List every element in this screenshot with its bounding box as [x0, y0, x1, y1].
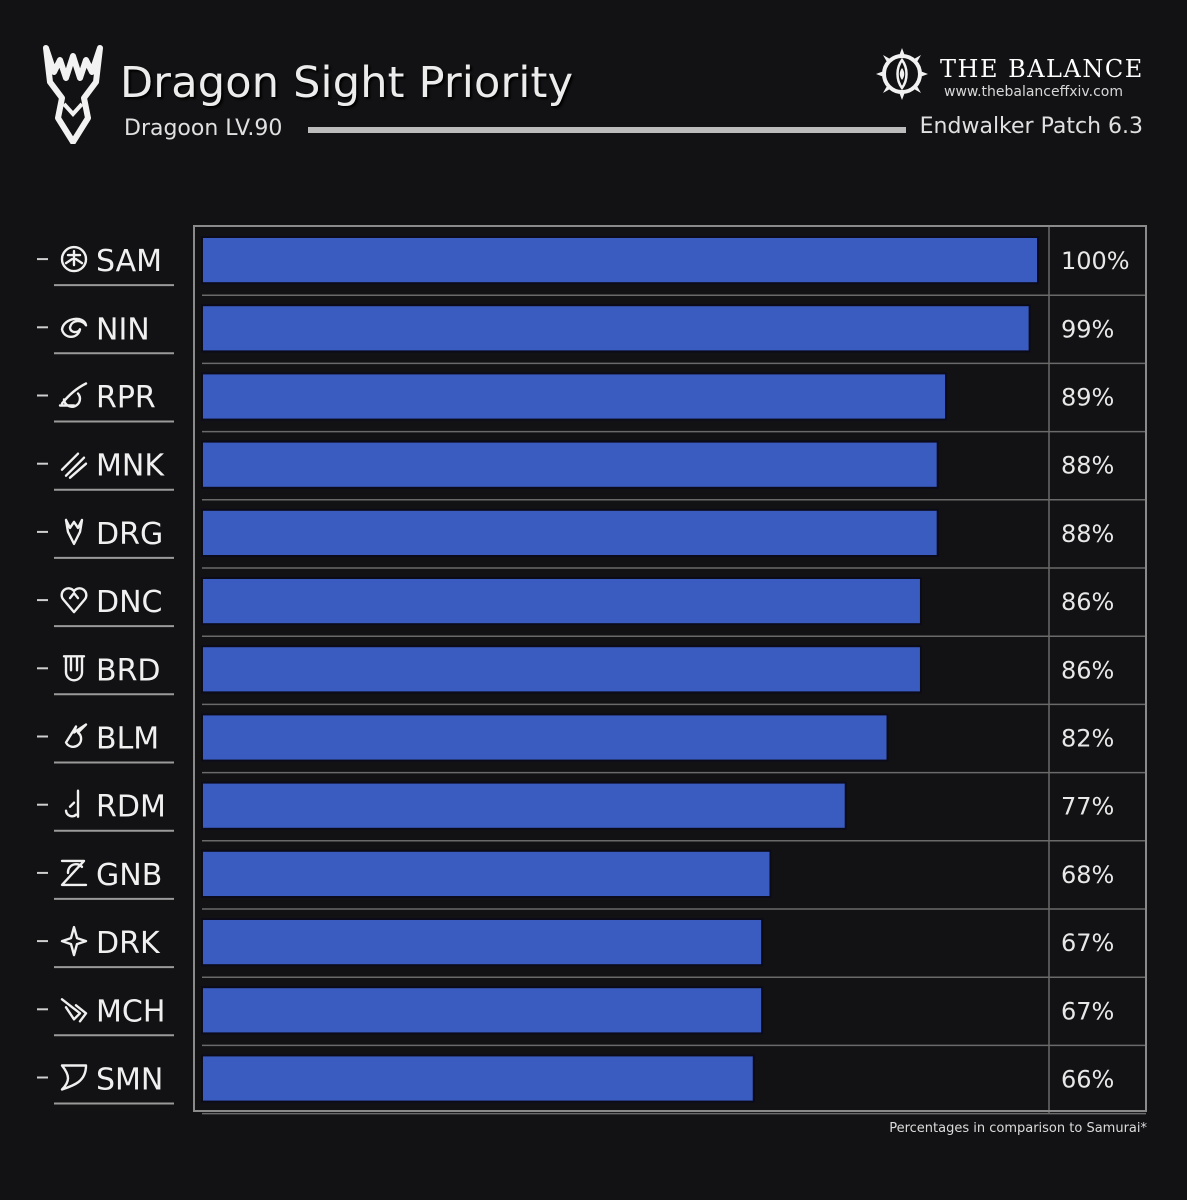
bar-dnc — [201, 577, 922, 626]
bar-nin — [201, 304, 1031, 353]
value-label: 100% — [1061, 247, 1130, 275]
nin-icon-shape — [60, 317, 88, 338]
bar-drk — [201, 918, 764, 967]
mnk-icon — [60, 452, 88, 479]
nin-icon — [60, 317, 88, 338]
chart-frame — [193, 225, 1147, 1112]
bar-drg — [201, 508, 939, 557]
value-label: 88% — [1061, 452, 1114, 480]
gnb-icon — [60, 859, 88, 887]
drg-icon — [64, 518, 84, 546]
sam-icon — [60, 245, 88, 273]
value-label: 88% — [1061, 520, 1114, 548]
category-label: MNK — [96, 449, 165, 484]
drk-icon — [60, 925, 88, 957]
smn-icon-shape — [60, 1064, 88, 1091]
mnk-icon-shape — [60, 452, 88, 479]
patch-label: Endwalker Patch 6.3 — [919, 114, 1143, 139]
brd-icon-shape — [62, 655, 86, 682]
bar-smn — [201, 1054, 755, 1103]
value-label: 67% — [1061, 929, 1114, 957]
drk-icon-shape — [60, 925, 88, 957]
bar-brd — [201, 645, 922, 694]
dnc-icon-shape — [60, 587, 88, 614]
category-label: MCH — [96, 994, 165, 1029]
the-balance-logo-icon — [876, 48, 928, 100]
category-label: NIN — [96, 312, 150, 347]
value-label: 99% — [1061, 315, 1114, 343]
rdm-icon-shape — [64, 789, 80, 818]
brd-icon — [62, 655, 86, 682]
smn-icon — [60, 1064, 88, 1091]
bar-mnk — [201, 440, 939, 489]
value-label: 66% — [1061, 1066, 1114, 1094]
page-subtitle: Dragoon LV.90 — [124, 116, 283, 141]
drg-icon-shape — [64, 518, 84, 546]
bar-sam — [201, 236, 1039, 285]
value-label: 68% — [1061, 861, 1114, 889]
blm-icon — [64, 723, 88, 749]
header-divider — [308, 127, 906, 133]
mch-icon-shape — [60, 998, 88, 1023]
category-label: SMN — [96, 1063, 163, 1098]
category-label: DNC — [96, 585, 163, 620]
value-label: 86% — [1061, 588, 1114, 616]
value-label: 67% — [1061, 997, 1114, 1025]
footnote: Percentages in comparison to Samurai* — [889, 1121, 1147, 1136]
sam-icon-shape — [60, 245, 88, 273]
value-label: 82% — [1061, 725, 1114, 753]
category-label: RPR — [96, 381, 156, 416]
bar-mch — [201, 986, 764, 1035]
value-label: 86% — [1061, 656, 1114, 684]
value-label: 89% — [1061, 384, 1114, 412]
mch-icon — [60, 998, 88, 1023]
category-label: BLM — [96, 722, 159, 757]
header: Dragon Sight Priority Dragoon LV.90 Endw… — [0, 0, 1187, 160]
category-label: RDM — [96, 790, 166, 825]
category-label: GNB — [96, 858, 162, 893]
bar-rdm — [201, 781, 847, 830]
brand-name: THE BALANCE — [940, 55, 1144, 83]
category-label: SAM — [96, 244, 162, 279]
bar-rpr — [201, 372, 948, 421]
page-title: Dragon Sight Priority — [120, 58, 574, 108]
dnc-icon — [60, 587, 88, 614]
dragoon-icon — [43, 45, 103, 144]
bar-blm — [201, 713, 889, 762]
rdm-icon — [64, 789, 80, 818]
bar-gnb — [201, 849, 772, 898]
rpr-icon — [58, 382, 88, 408]
brand-url: www.thebalanceffxiv.com — [944, 84, 1123, 100]
category-label: DRG — [96, 517, 163, 552]
blm-icon-shape — [64, 723, 88, 749]
category-label: BRD — [96, 653, 161, 688]
rpr-icon-shape — [58, 382, 88, 408]
category-label: DRK — [96, 926, 161, 961]
value-label: 77% — [1061, 793, 1114, 821]
gnb-icon-shape — [60, 859, 88, 887]
